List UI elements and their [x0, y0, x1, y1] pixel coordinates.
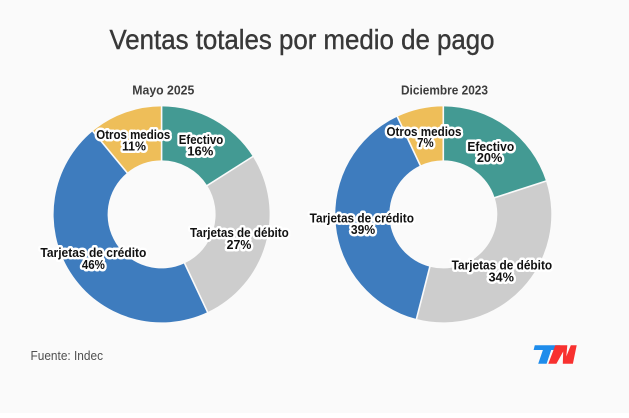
svg-text:Fuente: Indec: Fuente: Indec — [31, 348, 104, 363]
svg-text:20%: 20% — [477, 150, 503, 165]
svg-text:20%: 20% — [477, 150, 503, 165]
svg-text:16%: 16% — [187, 144, 213, 159]
svg-text:Tarjetas de débito: Tarjetas de débito — [452, 257, 553, 272]
svg-text:27%: 27% — [227, 237, 252, 252]
svg-text:7%: 7% — [417, 135, 434, 150]
svg-text:46%: 46% — [82, 257, 105, 272]
svg-text:Tarjetas de crédito: Tarjetas de crédito — [40, 245, 146, 260]
svg-text:Tarjetas de débito: Tarjetas de débito — [190, 225, 289, 240]
svg-text:27%: 27% — [227, 237, 252, 252]
svg-text:Efectivo: Efectivo — [179, 132, 224, 147]
svg-text:Mayo 2025: Mayo 2025 — [132, 83, 194, 98]
svg-text:34%: 34% — [488, 270, 514, 285]
svg-text:Efectivo: Efectivo — [179, 132, 224, 147]
svg-text:39%: 39% — [351, 222, 376, 237]
svg-text:Otros medios: Otros medios — [387, 124, 462, 139]
svg-text:46%: 46% — [82, 257, 105, 272]
svg-text:Otros medios: Otros medios — [96, 127, 170, 142]
svg-text:Diciembre 2023: Diciembre 2023 — [401, 83, 488, 98]
svg-text:Tarjetas de crédito: Tarjetas de crédito — [310, 210, 414, 225]
svg-text:Tarjetas de débito: Tarjetas de débito — [452, 257, 553, 272]
svg-text:16%: 16% — [187, 144, 213, 159]
svg-text:Tarjetas de crédito: Tarjetas de crédito — [40, 245, 146, 260]
svg-text:Ventas totales por medio de pa: Ventas totales por medio de pago — [110, 24, 495, 55]
svg-text:Otros medios: Otros medios — [96, 127, 170, 142]
svg-text:11%: 11% — [122, 138, 146, 153]
svg-text:Efectivo: Efectivo — [467, 139, 514, 154]
svg-text:11%: 11% — [122, 138, 146, 153]
svg-text:39%: 39% — [351, 222, 376, 237]
svg-text:Tarjetas de crédito: Tarjetas de crédito — [310, 210, 414, 225]
svg-text:Otros medios: Otros medios — [387, 124, 462, 139]
svg-text:Efectivo: Efectivo — [467, 139, 514, 154]
svg-text:7%: 7% — [417, 135, 434, 150]
svg-text:34%: 34% — [488, 270, 514, 285]
svg-text:Tarjetas de débito: Tarjetas de débito — [190, 225, 289, 240]
